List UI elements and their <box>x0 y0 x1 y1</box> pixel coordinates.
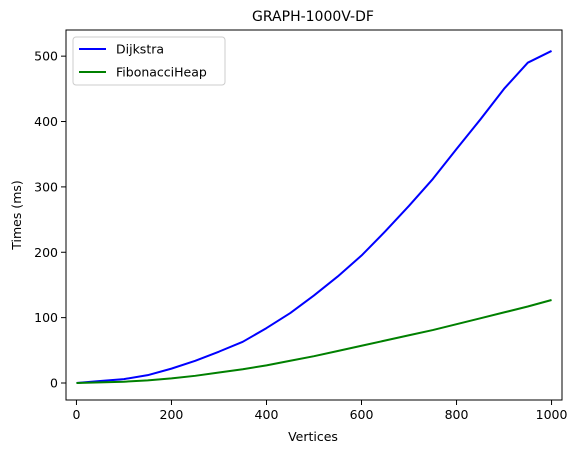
legend: Dijkstra FibonacciHeap <box>72 36 226 86</box>
series-line-dijkstra <box>76 50 552 384</box>
x-tick-label: 600 <box>350 407 374 422</box>
legend-box <box>72 36 226 86</box>
y-axis-label: Times (ms) <box>9 180 24 251</box>
x-tick-label: 200 <box>160 407 184 422</box>
y-tick-label: 0 <box>50 376 58 391</box>
series-line-fibonacciheap <box>76 299 552 384</box>
x-axis: 0 200 400 600 800 1000 <box>72 400 568 422</box>
y-tick-label: 200 <box>34 245 58 260</box>
y-tick-label: 500 <box>34 49 58 64</box>
legend-label-fibonacciheap: FibonacciHeap <box>116 65 207 80</box>
y-axis: 0 100 200 300 400 500 <box>34 49 66 391</box>
legend-label-dijkstra: Dijkstra <box>116 42 164 57</box>
y-tick-label: 300 <box>34 179 58 194</box>
y-tick-label: 400 <box>34 114 58 129</box>
x-tick-label: 800 <box>445 407 469 422</box>
x-tick-label: 0 <box>72 407 80 422</box>
x-tick-label: 1000 <box>536 407 568 422</box>
chart-title: GRAPH-1000V-DF <box>252 9 374 25</box>
x-tick-label: 400 <box>255 407 279 422</box>
plot-area <box>76 50 552 384</box>
plot-frame <box>65 29 563 401</box>
y-tick-label: 100 <box>34 310 58 325</box>
x-axis-label: Vertices <box>288 429 338 444</box>
